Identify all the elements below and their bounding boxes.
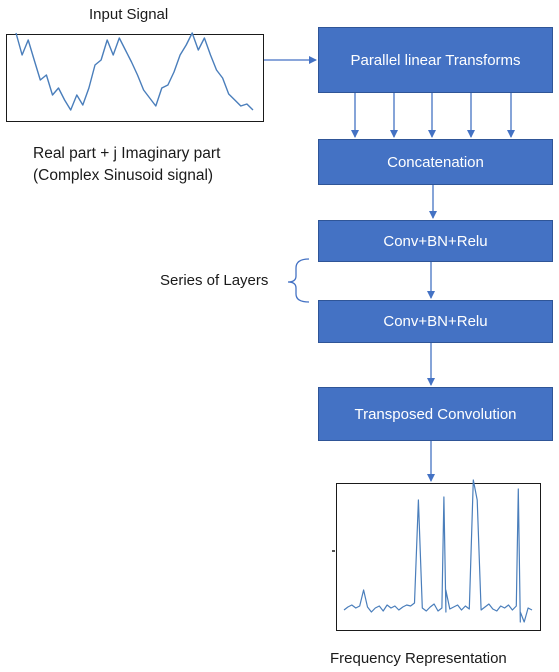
spectrum-waveform — [343, 479, 533, 623]
transposed-convolution-label: Transposed Convolution — [354, 405, 517, 423]
series-brace — [287, 258, 310, 303]
input-waveform — [15, 32, 254, 111]
input-signal-title: Input Signal — [89, 6, 169, 23]
conv-bn-relu-label-2: Conv+BN+Relu — [383, 313, 488, 330]
input-signal-plot — [6, 34, 264, 122]
frequency-representation-label: Frequency Representation — [330, 650, 507, 667]
series-of-layers-label: Series of Layers — [160, 272, 269, 289]
input-caption-line1: Real part + j Imaginary part — [33, 145, 221, 162]
parallel-linear-transforms-block: Parallel linear Transforms — [318, 27, 553, 93]
conv-bn-relu-block-2: Conv+BN+Relu — [318, 300, 553, 343]
input-caption-line2: (Complex Sinusoid signal) — [33, 167, 214, 184]
parallel-linear-transforms-label: Parallel linear Transforms — [350, 51, 521, 69]
conv-bn-relu-block-1: Conv+BN+Relu — [318, 220, 553, 262]
concatenation-label: Concatenation — [387, 153, 484, 171]
conv-bn-relu-label-1: Conv+BN+Relu — [383, 232, 488, 250]
transposed-convolution-block: Transposed Convolution — [318, 387, 553, 441]
concatenation-block: Concatenation — [318, 139, 553, 185]
